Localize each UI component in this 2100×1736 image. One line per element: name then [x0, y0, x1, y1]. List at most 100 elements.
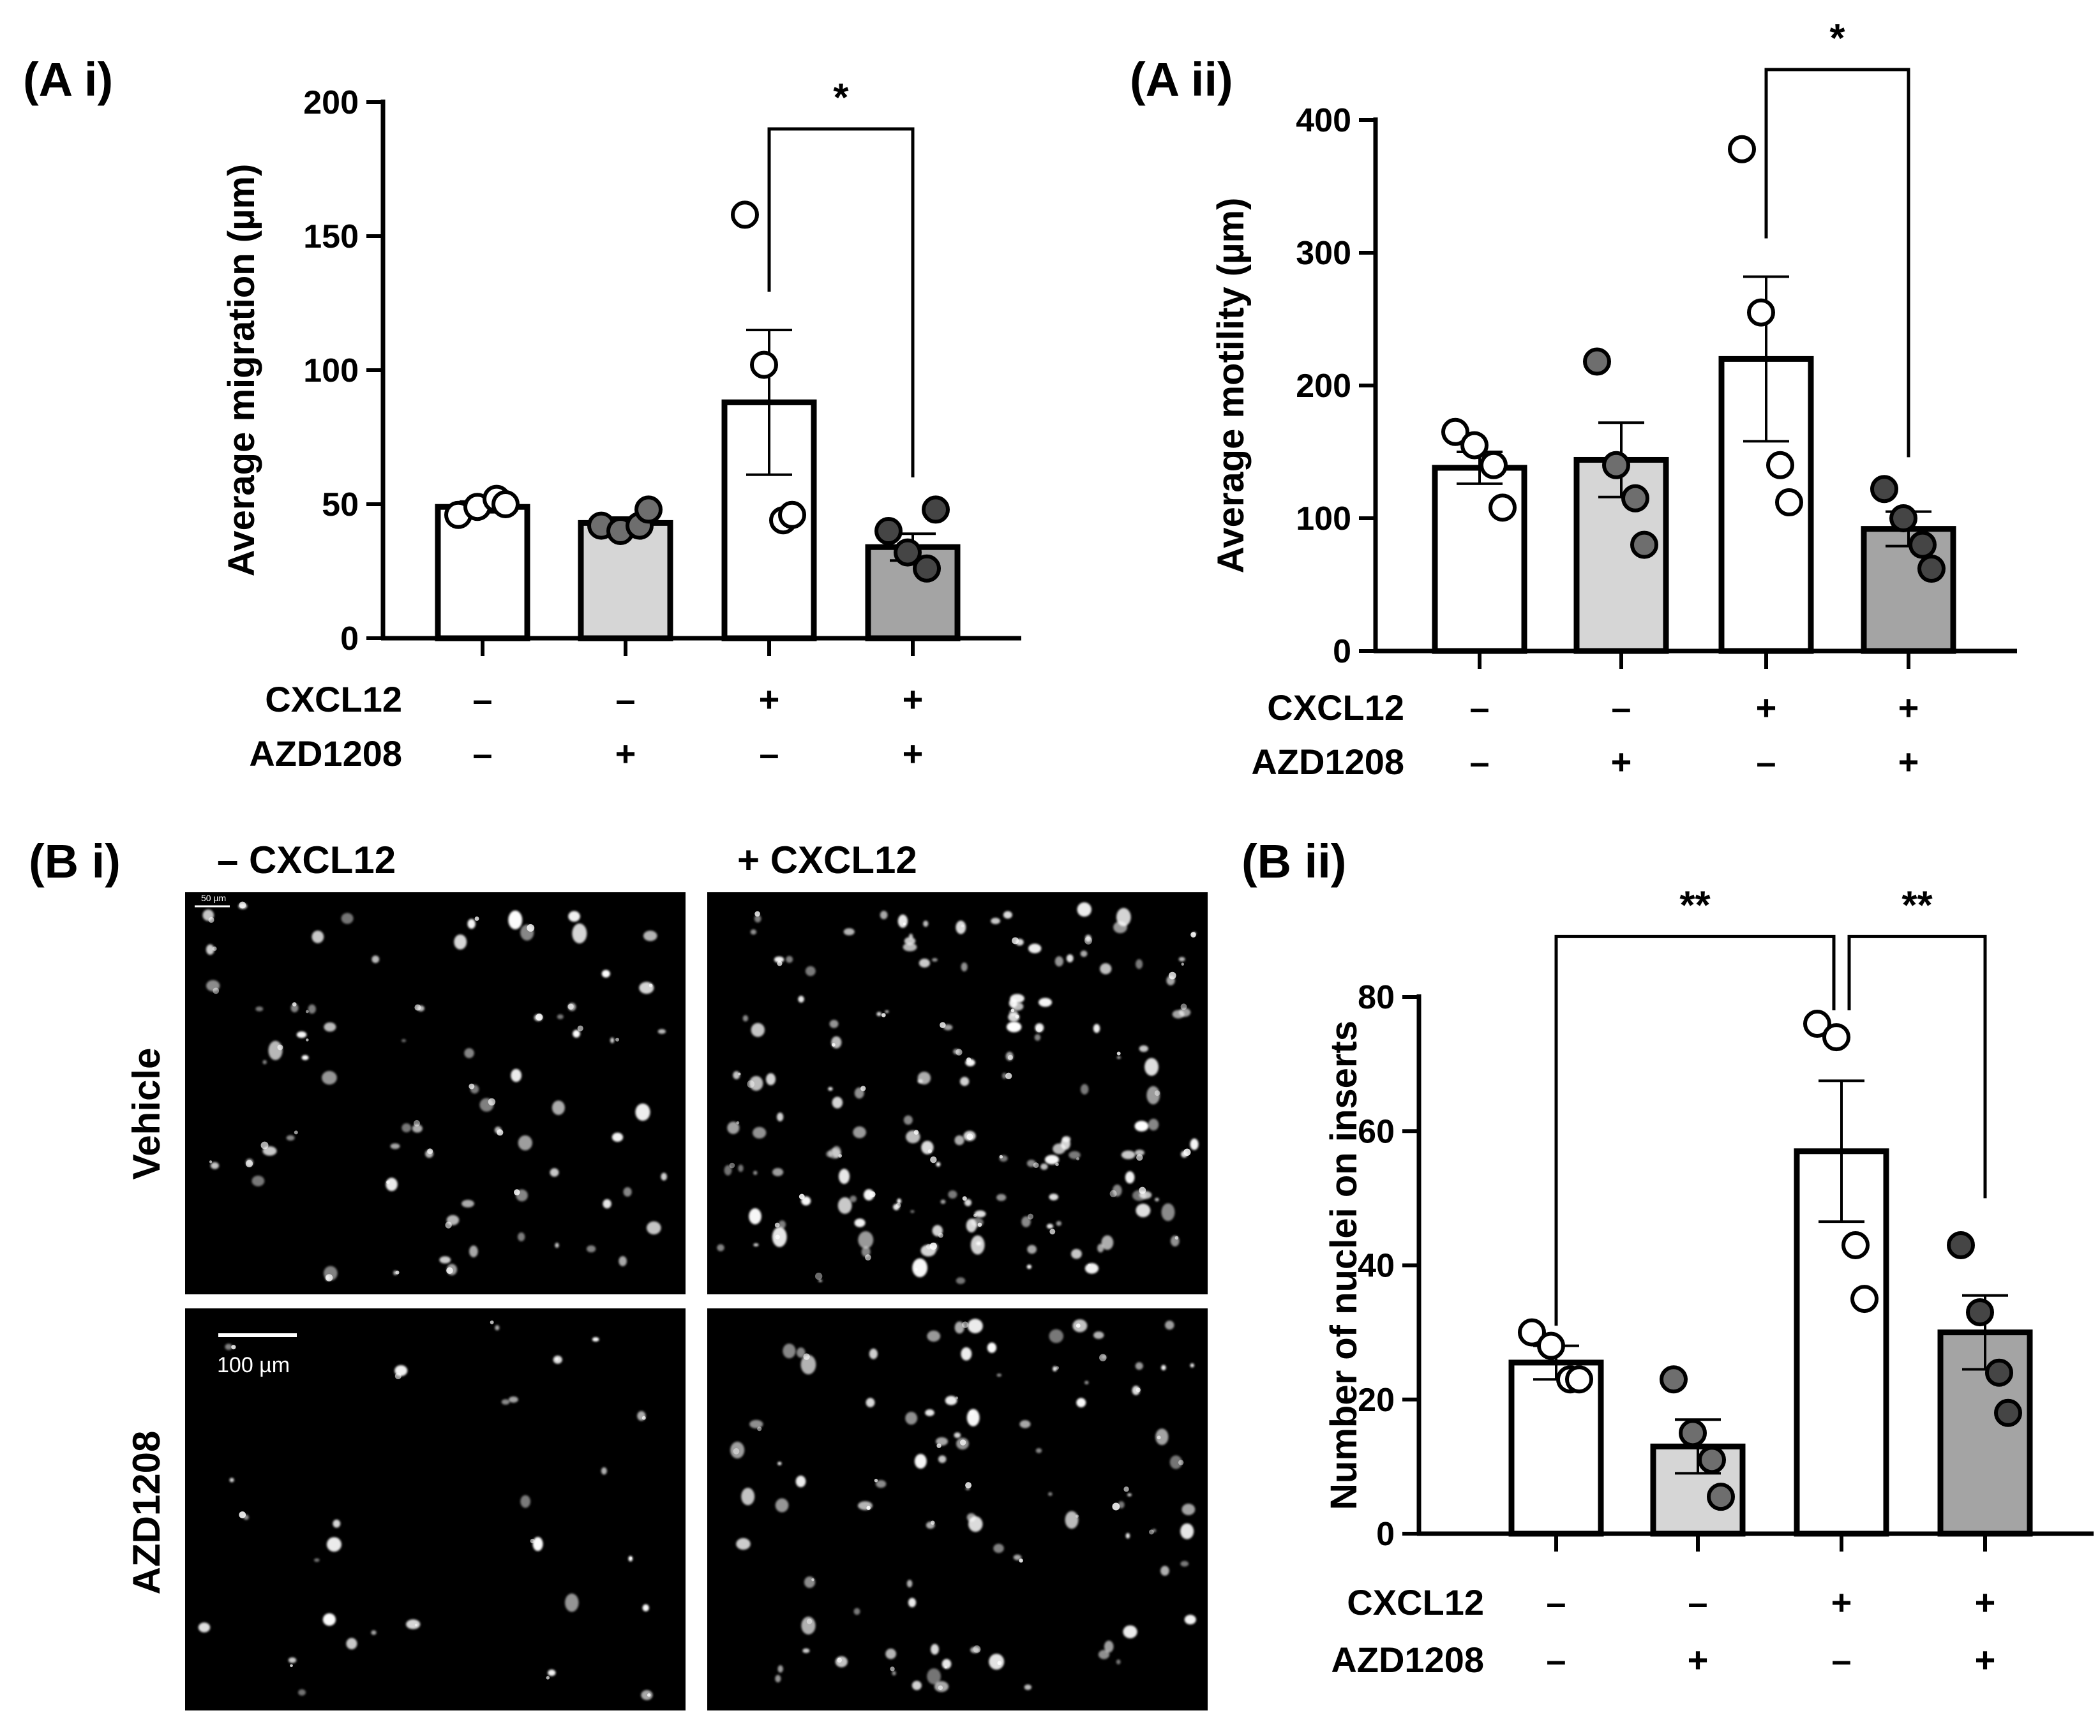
cell [927, 1668, 941, 1685]
cell-fragment [290, 1664, 293, 1668]
chart-motility: 0 100 200 300 400 Average motility (µm) * CXCL1… [1210, 17, 2017, 782]
cell [956, 1277, 966, 1284]
data-point [1966, 1298, 1994, 1327]
cell [1169, 1455, 1182, 1469]
cell-fragment [1154, 1090, 1160, 1096]
cell-fragment [647, 1693, 651, 1697]
cell [1001, 1072, 1007, 1079]
cell-fragment [1076, 1515, 1079, 1518]
cell-fragment [1168, 971, 1176, 980]
cell-fragment [1019, 1558, 1023, 1563]
cell [1104, 1640, 1114, 1653]
cell-fragment [1084, 936, 1093, 945]
cell [796, 1347, 806, 1358]
data-point [1766, 451, 1794, 479]
data-point [1621, 484, 1649, 513]
cell [623, 1187, 632, 1197]
condition-sign: – [759, 733, 779, 774]
cell-fragment [427, 1148, 433, 1155]
cell [311, 931, 324, 943]
cell [286, 1135, 295, 1141]
cell-fragment [747, 1080, 755, 1088]
cell [1084, 1381, 1089, 1385]
cell [454, 934, 467, 950]
y-tick-label: 60 [1358, 1113, 1395, 1150]
cell [1039, 998, 1053, 1007]
condition-label: AZD1208 [1251, 742, 1404, 782]
cell [876, 1480, 887, 1488]
significance-label: ** [1679, 883, 1711, 927]
image-vehicle-plus-cxcl12 [707, 892, 1208, 1294]
cell-fragment [615, 1037, 620, 1042]
cell [1046, 1223, 1054, 1229]
y-tick-label: 80 [1358, 979, 1395, 1016]
condition-sign: + [1688, 1640, 1709, 1680]
cell-fragment [1123, 1486, 1129, 1492]
data-point [874, 517, 903, 545]
condition-sign: – [615, 679, 635, 719]
cell-fragment [536, 1014, 543, 1021]
cell [777, 1112, 784, 1122]
cell-fragment [913, 1130, 919, 1135]
condition-sign: – [1611, 687, 1631, 728]
data-point [894, 538, 922, 567]
cell [1077, 902, 1092, 917]
cell [495, 1325, 500, 1331]
cell [268, 1040, 283, 1061]
cell-fragment [874, 1478, 878, 1483]
cell-fragment [213, 987, 220, 994]
condition-label: CXCL12 [1347, 1582, 1484, 1622]
cell [1190, 1138, 1199, 1150]
y-tick-label: 200 [1296, 368, 1351, 405]
data-point [1822, 1023, 1850, 1052]
row-label-vehicle: Vehicle [125, 1048, 168, 1180]
cell [643, 931, 657, 941]
data-point [1889, 504, 1917, 532]
cell [954, 1432, 961, 1439]
cell [1098, 1650, 1110, 1659]
cell [897, 1198, 901, 1204]
cell [923, 920, 929, 927]
cell [742, 1015, 749, 1022]
column-title-plus-cxcl12: + CXCL12 [737, 839, 917, 881]
cell [772, 1168, 784, 1176]
data-point [1679, 1419, 1707, 1448]
cell [298, 1689, 306, 1696]
cell [313, 1558, 320, 1562]
cell [1155, 1197, 1159, 1202]
cell-fragment [940, 1022, 946, 1028]
cell [1151, 1529, 1157, 1532]
cell-fragment [326, 1274, 333, 1282]
cell [993, 1543, 1004, 1553]
cell [1021, 1216, 1031, 1227]
data-point [1707, 1483, 1735, 1511]
cell-fragment [1007, 1054, 1013, 1060]
data-point [1630, 530, 1658, 559]
cell-fragment [1005, 1072, 1012, 1080]
cell [736, 1538, 751, 1550]
cell [936, 1162, 941, 1167]
cell [880, 911, 888, 920]
cell [206, 944, 214, 955]
panel-label-b-i: (B i) [29, 835, 121, 888]
cell [854, 1218, 866, 1227]
cell-fragment [1076, 1157, 1080, 1161]
cell-fragment [903, 922, 906, 925]
cell [961, 1347, 972, 1361]
cell [938, 1455, 947, 1463]
cell [1066, 954, 1074, 962]
data-point [1775, 488, 1803, 517]
cell [1093, 1331, 1104, 1339]
condition-sign: + [1611, 742, 1632, 782]
data-point [1747, 298, 1775, 327]
cell-fragment [239, 901, 246, 909]
cell-fragment [837, 1657, 843, 1663]
scale-bar-label: 100 µm [217, 1353, 290, 1377]
cell-fragment [936, 1443, 941, 1448]
cell [804, 1576, 816, 1589]
cell [1084, 934, 1091, 942]
cell-fragment [260, 1141, 269, 1149]
cell [412, 1124, 423, 1133]
cell [1076, 1398, 1086, 1407]
cell [754, 915, 761, 923]
